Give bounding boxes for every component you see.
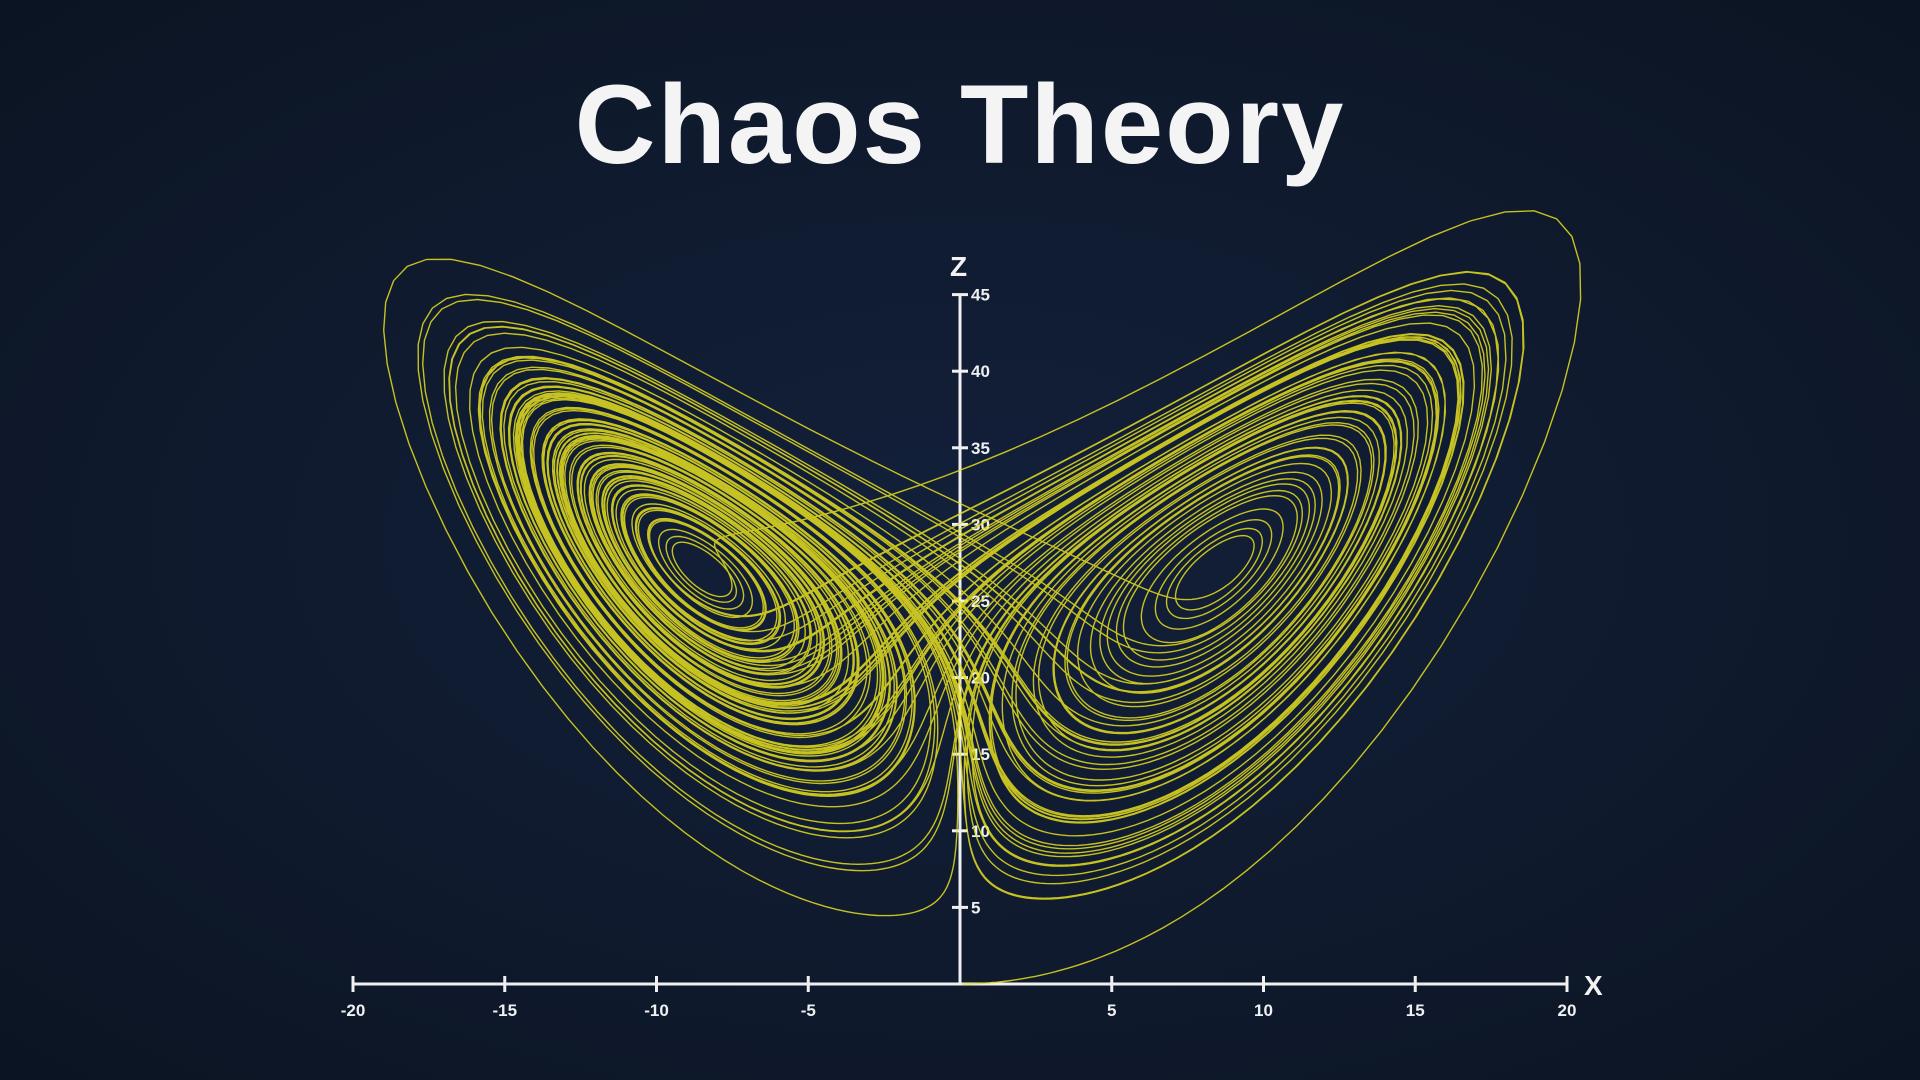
curve-layer [382, 210, 1582, 985]
x-tick-label: 15 [1406, 1001, 1425, 1020]
x-tick-label: 5 [1107, 1001, 1116, 1020]
x-tick-label: -5 [801, 1001, 816, 1020]
z-tick-label: 40 [971, 362, 990, 381]
x-tick-label: 10 [1254, 1001, 1273, 1020]
x-tick-label: -20 [341, 1001, 366, 1020]
z-tick-label: 35 [971, 439, 990, 458]
y-axis-label: Z [950, 251, 967, 282]
x-axis-label: X [1584, 970, 1603, 1001]
z-tick-label: 45 [971, 286, 990, 305]
x-tick-label: -10 [644, 1001, 669, 1020]
x-tick-label: 20 [1558, 1001, 1577, 1020]
lorenz-attractor-curve [382, 210, 1582, 985]
chart-title: Chaos Theory [574, 62, 1346, 187]
x-tick-label: -15 [492, 1001, 517, 1020]
z-tick-label: 5 [971, 898, 980, 917]
